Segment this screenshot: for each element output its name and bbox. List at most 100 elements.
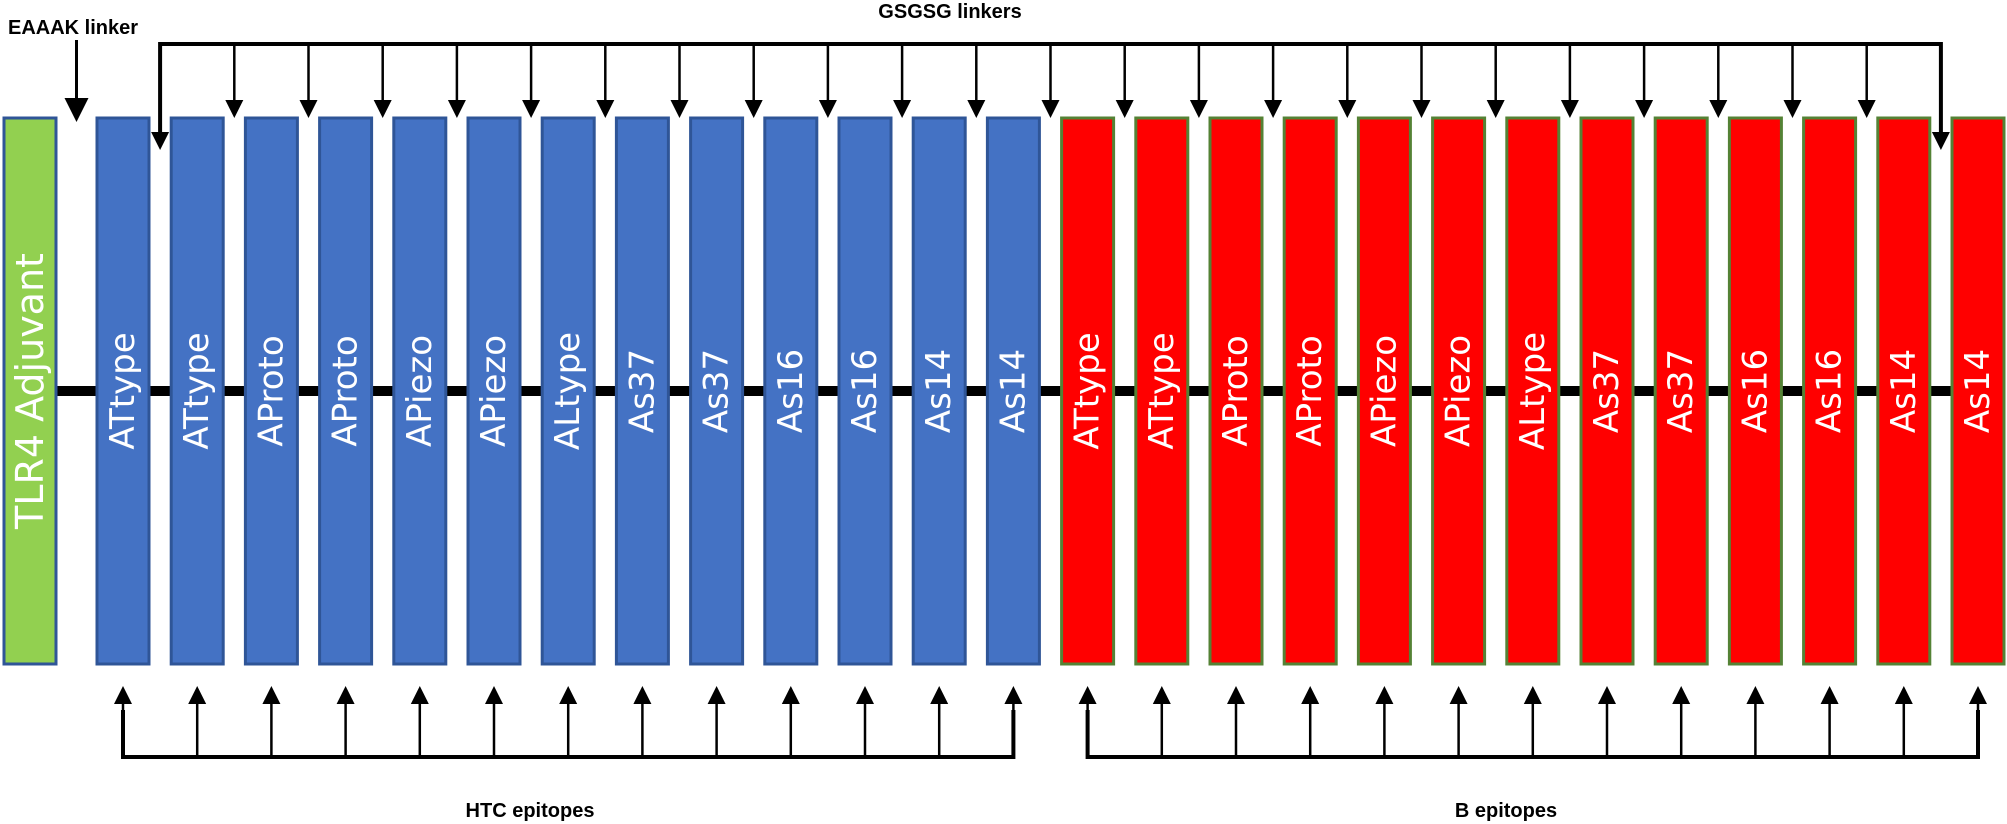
htc-segment-rect bbox=[95, 116, 151, 666]
htc-segment-rect bbox=[985, 116, 1041, 666]
htc-epitopes-arrowhead-13 bbox=[1004, 686, 1023, 704]
b-epitopes-label: B epitopes bbox=[1455, 800, 1557, 822]
b-segment-9: As37 bbox=[1653, 116, 1709, 666]
htc-segment-rect bbox=[614, 116, 670, 666]
htc-segment-label: APiezo bbox=[474, 335, 514, 447]
gsgsg-linker-arrowhead-6 bbox=[522, 100, 541, 118]
b-segment-label: ALtype bbox=[1513, 332, 1553, 450]
gsgsg-linker-arrowhead-10 bbox=[818, 100, 837, 118]
htc-segment-rect bbox=[392, 116, 448, 666]
b-segment-rect bbox=[1802, 116, 1858, 666]
gsgsg-linker-arrowhead-9 bbox=[744, 100, 763, 118]
gsgsg-bracket-left-arrowhead bbox=[151, 132, 170, 150]
b-segment-label: APiezo bbox=[1364, 335, 1404, 447]
b-segment-10: As16 bbox=[1727, 116, 1783, 666]
b-epitopes-arrowhead-13 bbox=[1969, 686, 1987, 704]
tlr4-adjuvant-label: TLR4 Adjuvant bbox=[8, 253, 52, 530]
b-segment-12: As14 bbox=[1876, 116, 1932, 666]
gsgsg-linker-arrowhead-13 bbox=[1041, 100, 1060, 118]
htc-segment-label: As14 bbox=[993, 349, 1033, 433]
htc-epitopes-arrowhead-1 bbox=[114, 686, 132, 704]
b-segment-rect bbox=[1876, 116, 1932, 666]
gsgsg-linker-arrowhead-4 bbox=[373, 100, 392, 118]
b-epitopes-arrowhead-3 bbox=[1227, 686, 1245, 704]
htc-epitopes-arrowhead-12 bbox=[930, 686, 949, 704]
gsgsg-linker-arrowhead-21 bbox=[1635, 100, 1654, 118]
b-epitopes-arrowhead-5 bbox=[1375, 686, 1394, 704]
htc-segment-3: AProto bbox=[243, 116, 299, 666]
htc-segment-label: AProto bbox=[326, 335, 366, 446]
b-segment-11: As16 bbox=[1802, 116, 1858, 666]
b-segment-label: As37 bbox=[1587, 349, 1627, 433]
gsgsg-linker-arrowhead-3 bbox=[299, 100, 318, 118]
htc-segment-1: ATtype bbox=[95, 116, 151, 666]
b-segment-2: ATtype bbox=[1134, 116, 1190, 666]
b-segment-rect bbox=[1505, 116, 1561, 666]
htc-epitope-segments: ATtype ATtype AProto AProto APiezo APiezo ALty… bbox=[95, 116, 1041, 666]
b-segment-8: As37 bbox=[1579, 116, 1635, 666]
b-segment-label: As16 bbox=[1810, 349, 1850, 433]
gsgsg-linker-arrowhead-20 bbox=[1560, 100, 1579, 118]
htc-segment-label: As16 bbox=[845, 349, 885, 433]
b-segment-1: ATtype bbox=[1060, 116, 1116, 666]
b-epitopes-arrowhead-4 bbox=[1301, 686, 1320, 704]
b-segment-rect bbox=[1134, 116, 1190, 666]
b-segment-label: APiezo bbox=[1439, 335, 1479, 447]
htc-segment-label: As37 bbox=[622, 349, 662, 433]
htc-segment-rect bbox=[540, 116, 596, 666]
htc-segment-rect bbox=[911, 116, 967, 666]
htc-segment-rect bbox=[243, 116, 299, 666]
b-epitopes-arrowhead-9 bbox=[1672, 686, 1691, 704]
htc-epitopes-arrowhead-6 bbox=[485, 686, 503, 704]
htc-segment-5: APiezo bbox=[392, 116, 448, 666]
htc-segment-label: APiezo bbox=[400, 335, 440, 447]
gsgsg-linker-arrowhead-14 bbox=[1115, 100, 1134, 118]
gsgsg-linker-arrowhead-11 bbox=[893, 100, 912, 118]
b-segment-rect bbox=[1653, 116, 1709, 666]
b-epitopes-arrowhead-2 bbox=[1152, 686, 1171, 704]
htc-segment-10: As16 bbox=[763, 116, 819, 666]
b-segment-label: ATtype bbox=[1068, 332, 1108, 449]
gsgsg-linker-arrowhead-16 bbox=[1264, 100, 1283, 118]
htc-segment-11: As16 bbox=[837, 116, 893, 666]
gsgsg-bracket-right-arrowhead bbox=[1931, 132, 1950, 150]
htc-segment-rect bbox=[466, 116, 522, 666]
b-segment-rect bbox=[1208, 116, 1264, 666]
b-segment-6: APiezo bbox=[1431, 116, 1487, 666]
gsgsg-linker-arrowhead-2 bbox=[225, 100, 244, 118]
b-segment-rect bbox=[1431, 116, 1487, 666]
htc-segment-4: AProto bbox=[318, 116, 374, 666]
htc-segment-label: As37 bbox=[697, 349, 737, 433]
htc-segment-7: ALtype bbox=[540, 116, 596, 666]
htc-segment-rect bbox=[169, 116, 225, 666]
b-epitopes-arrowhead-7 bbox=[1523, 686, 1542, 704]
b-segment-13: As14 bbox=[1950, 116, 2006, 666]
eaaak-linker-label: EAAAK linker bbox=[8, 17, 138, 39]
gsgsg-linker-arrowhead-23 bbox=[1783, 100, 1802, 118]
gsgsg-linkers-label: GSGSG linkers bbox=[878, 1, 1021, 23]
htc-segment-9: As37 bbox=[689, 116, 745, 666]
gsgsg-linker-arrowhead-7 bbox=[596, 100, 615, 118]
b-segment-5: APiezo bbox=[1356, 116, 1412, 666]
htc-segment-8: As37 bbox=[614, 116, 670, 666]
b-segment-7: ALtype bbox=[1505, 116, 1561, 666]
htc-epitopes-arrowhead-2 bbox=[188, 686, 207, 704]
htc-epitopes-label: HTC epitopes bbox=[466, 800, 595, 822]
htc-segment-label: ATtype bbox=[177, 332, 217, 449]
htc-epitopes-arrowhead-3 bbox=[262, 686, 281, 704]
b-segment-label: AProto bbox=[1290, 335, 1330, 446]
b-segment-label: As16 bbox=[1735, 349, 1775, 433]
adjuvant-block: TLR4 Adjuvant bbox=[2, 116, 58, 666]
htc-segment-label: ALtype bbox=[548, 332, 588, 450]
b-epitopes-arrowhead-11 bbox=[1820, 686, 1839, 704]
gsgsg-linker-arrowhead-8 bbox=[670, 100, 689, 118]
htc-segment-6: APiezo bbox=[466, 116, 522, 666]
htc-epitopes-arrowhead-5 bbox=[410, 686, 429, 704]
b-segment-rect bbox=[1356, 116, 1412, 666]
b-segment-rect bbox=[1060, 116, 1116, 666]
b-segment-label: As14 bbox=[1884, 349, 1924, 433]
b-epitopes-arrowhead-12 bbox=[1894, 686, 1913, 704]
htc-epitopes-arrowhead-4 bbox=[336, 686, 355, 704]
gsgsg-linker-arrowhead-17 bbox=[1338, 100, 1357, 118]
